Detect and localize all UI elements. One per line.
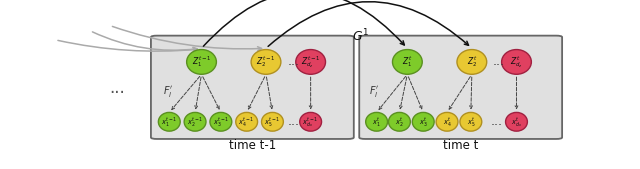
- FancyBboxPatch shape: [359, 36, 562, 139]
- Text: $x_5^t$: $x_5^t$: [467, 115, 475, 128]
- Text: $x_1^t$: $x_1^t$: [372, 115, 381, 128]
- Text: $x_{d_x}^{t-1}$: $x_{d_x}^{t-1}$: [302, 115, 319, 129]
- Ellipse shape: [365, 112, 388, 131]
- Text: $Z_{d_z}^t$: $Z_{d_z}^t$: [510, 54, 523, 70]
- Text: $x_2^t$: $x_2^t$: [395, 115, 404, 128]
- Ellipse shape: [187, 50, 216, 74]
- Text: $x_3^t$: $x_3^t$: [419, 115, 428, 128]
- Text: $Z_2^t$: $Z_2^t$: [467, 54, 477, 69]
- Ellipse shape: [158, 112, 180, 131]
- Text: ...: ...: [109, 79, 125, 97]
- Text: time t-1: time t-1: [228, 139, 276, 152]
- Text: $x_5^{t-1}$: $x_5^{t-1}$: [264, 115, 281, 128]
- Ellipse shape: [412, 112, 434, 131]
- Ellipse shape: [506, 112, 527, 131]
- Text: ...: ...: [287, 55, 300, 68]
- Ellipse shape: [300, 112, 321, 131]
- Text: ...: ...: [493, 55, 505, 68]
- Text: $F_l'$: $F_l'$: [163, 84, 173, 99]
- Ellipse shape: [236, 112, 257, 131]
- Ellipse shape: [436, 112, 458, 131]
- Text: ...: ...: [491, 115, 502, 128]
- Text: $x_3^{t-1}$: $x_3^{t-1}$: [212, 115, 229, 128]
- FancyBboxPatch shape: [151, 36, 354, 139]
- Ellipse shape: [457, 50, 487, 74]
- Ellipse shape: [502, 50, 531, 74]
- Text: $G^1$: $G^1$: [352, 28, 369, 44]
- Text: time t: time t: [443, 139, 478, 152]
- Text: $Z_1^t$: $Z_1^t$: [402, 54, 413, 69]
- Ellipse shape: [460, 112, 482, 131]
- Text: $x_4^t$: $x_4^t$: [443, 115, 451, 128]
- Ellipse shape: [184, 112, 206, 131]
- Ellipse shape: [392, 50, 422, 74]
- Text: $x_1^{t-1}$: $x_1^{t-1}$: [161, 115, 177, 128]
- Ellipse shape: [251, 50, 281, 74]
- Ellipse shape: [296, 50, 326, 74]
- Ellipse shape: [388, 112, 410, 131]
- Text: $x_2^{t-1}$: $x_2^{t-1}$: [187, 115, 204, 128]
- Text: $x_4^{t-1}$: $x_4^{t-1}$: [239, 115, 255, 128]
- Ellipse shape: [210, 112, 232, 131]
- Text: ...: ...: [287, 115, 300, 128]
- Text: $Z_{d_z}^{t-1}$: $Z_{d_z}^{t-1}$: [301, 54, 321, 70]
- Text: $Z_2^{t-1}$: $Z_2^{t-1}$: [256, 54, 276, 69]
- Text: $x_{d_x}^t$: $x_{d_x}^t$: [511, 115, 522, 129]
- Text: $Z_1^{t-1}$: $Z_1^{t-1}$: [192, 54, 211, 69]
- Ellipse shape: [262, 112, 284, 131]
- Text: $F_l'$: $F_l'$: [369, 84, 380, 99]
